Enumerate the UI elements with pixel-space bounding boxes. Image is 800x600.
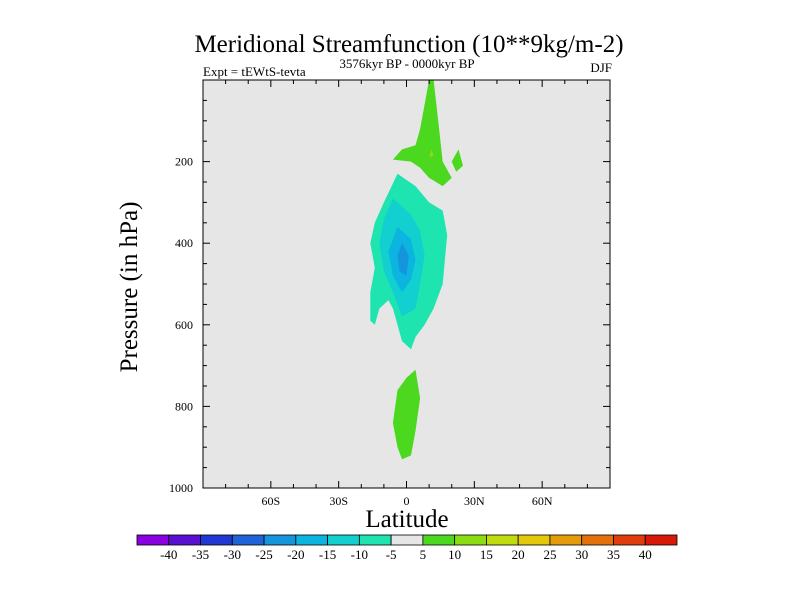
colorbar-label: 5: [420, 547, 427, 562]
colorbar-label: -25: [255, 547, 272, 562]
colorbar-box: [327, 534, 360, 546]
contour-upper-inner-cell: [429, 149, 434, 158]
x-axis-label: Latitude: [365, 506, 448, 533]
colorbar-label: 25: [543, 547, 556, 562]
colorbar-box: [581, 534, 614, 546]
colorbar-box: [454, 534, 487, 546]
y-tick-label: 800: [175, 399, 193, 413]
colorbar: -40 -35 -30 -25 -20 -15 -10 -5 5 10 15 20 25 30 35 40: [136, 534, 678, 562]
colorbar-label: -5: [386, 547, 397, 562]
x-tick-label: 30S: [329, 494, 348, 508]
colorbar-box: [136, 534, 170, 546]
colorbar-label: -30: [224, 547, 241, 562]
colorbar-box: [486, 534, 519, 546]
colorbar-box: [200, 534, 233, 546]
colorbar-box: [168, 534, 201, 546]
left-subtitle: Expt = tEWtS-tevta: [203, 64, 306, 79]
colorbar-label: -35: [192, 547, 209, 562]
colorbar-label: -40: [160, 547, 177, 562]
colorbar-label: 35: [607, 547, 620, 562]
colorbar-label: -20: [287, 547, 304, 562]
colorbar-label: -10: [351, 547, 368, 562]
colorbar-box: [549, 534, 583, 546]
center-subtitle: 3576kyr BP - 0000kyr BP: [339, 56, 474, 71]
y-tick-label: 200: [175, 155, 193, 169]
axes: 200 400 600 800 1000 60S 30S 0 30N 60N: [169, 80, 610, 508]
season-label: DJF: [590, 60, 612, 75]
colorbar-box: [613, 534, 646, 546]
y-tick-label: 400: [175, 236, 193, 250]
colorbar-label: 10: [448, 547, 461, 562]
colorbar-box: [422, 534, 456, 546]
contour-lower-positive-cell: [392, 369, 421, 460]
colorbar-label: 20: [512, 547, 525, 562]
x-tick-label: 30N: [464, 494, 485, 508]
colorbar-box: [231, 534, 265, 546]
colorbar-box: [263, 534, 297, 546]
x-tick-label: 60N: [532, 494, 553, 508]
y-tick-label: 1000: [169, 481, 193, 495]
y-tick-label: 600: [175, 318, 193, 332]
colorbar-box: [358, 534, 392, 546]
colorbar-box: [295, 534, 328, 546]
contour-upper-positive-cell: [392, 80, 452, 187]
chart-title: Meridional Streamfunction (10**9kg/m-2): [194, 31, 623, 58]
colorbar-box: [517, 534, 551, 546]
colorbar-box: [644, 534, 678, 546]
contour-regions: [370, 80, 463, 460]
x-tick-label: 0: [404, 494, 410, 508]
colorbar-label: 30: [575, 547, 588, 562]
plot-area: 200 400 600 800 1000 60S 30S 0 30N 60N: [169, 79, 611, 508]
y-axis-label: Pressure (in hPa): [116, 202, 143, 373]
colorbar-label: 15: [480, 547, 493, 562]
contour-upper-small-cell: [451, 149, 463, 172]
colorbar-label: -15: [319, 547, 336, 562]
contour-negative-cell-core: [397, 243, 409, 276]
colorbar-label: 40: [639, 547, 652, 562]
colorbar-box: [390, 534, 424, 546]
x-tick-label: 60S: [261, 494, 280, 508]
